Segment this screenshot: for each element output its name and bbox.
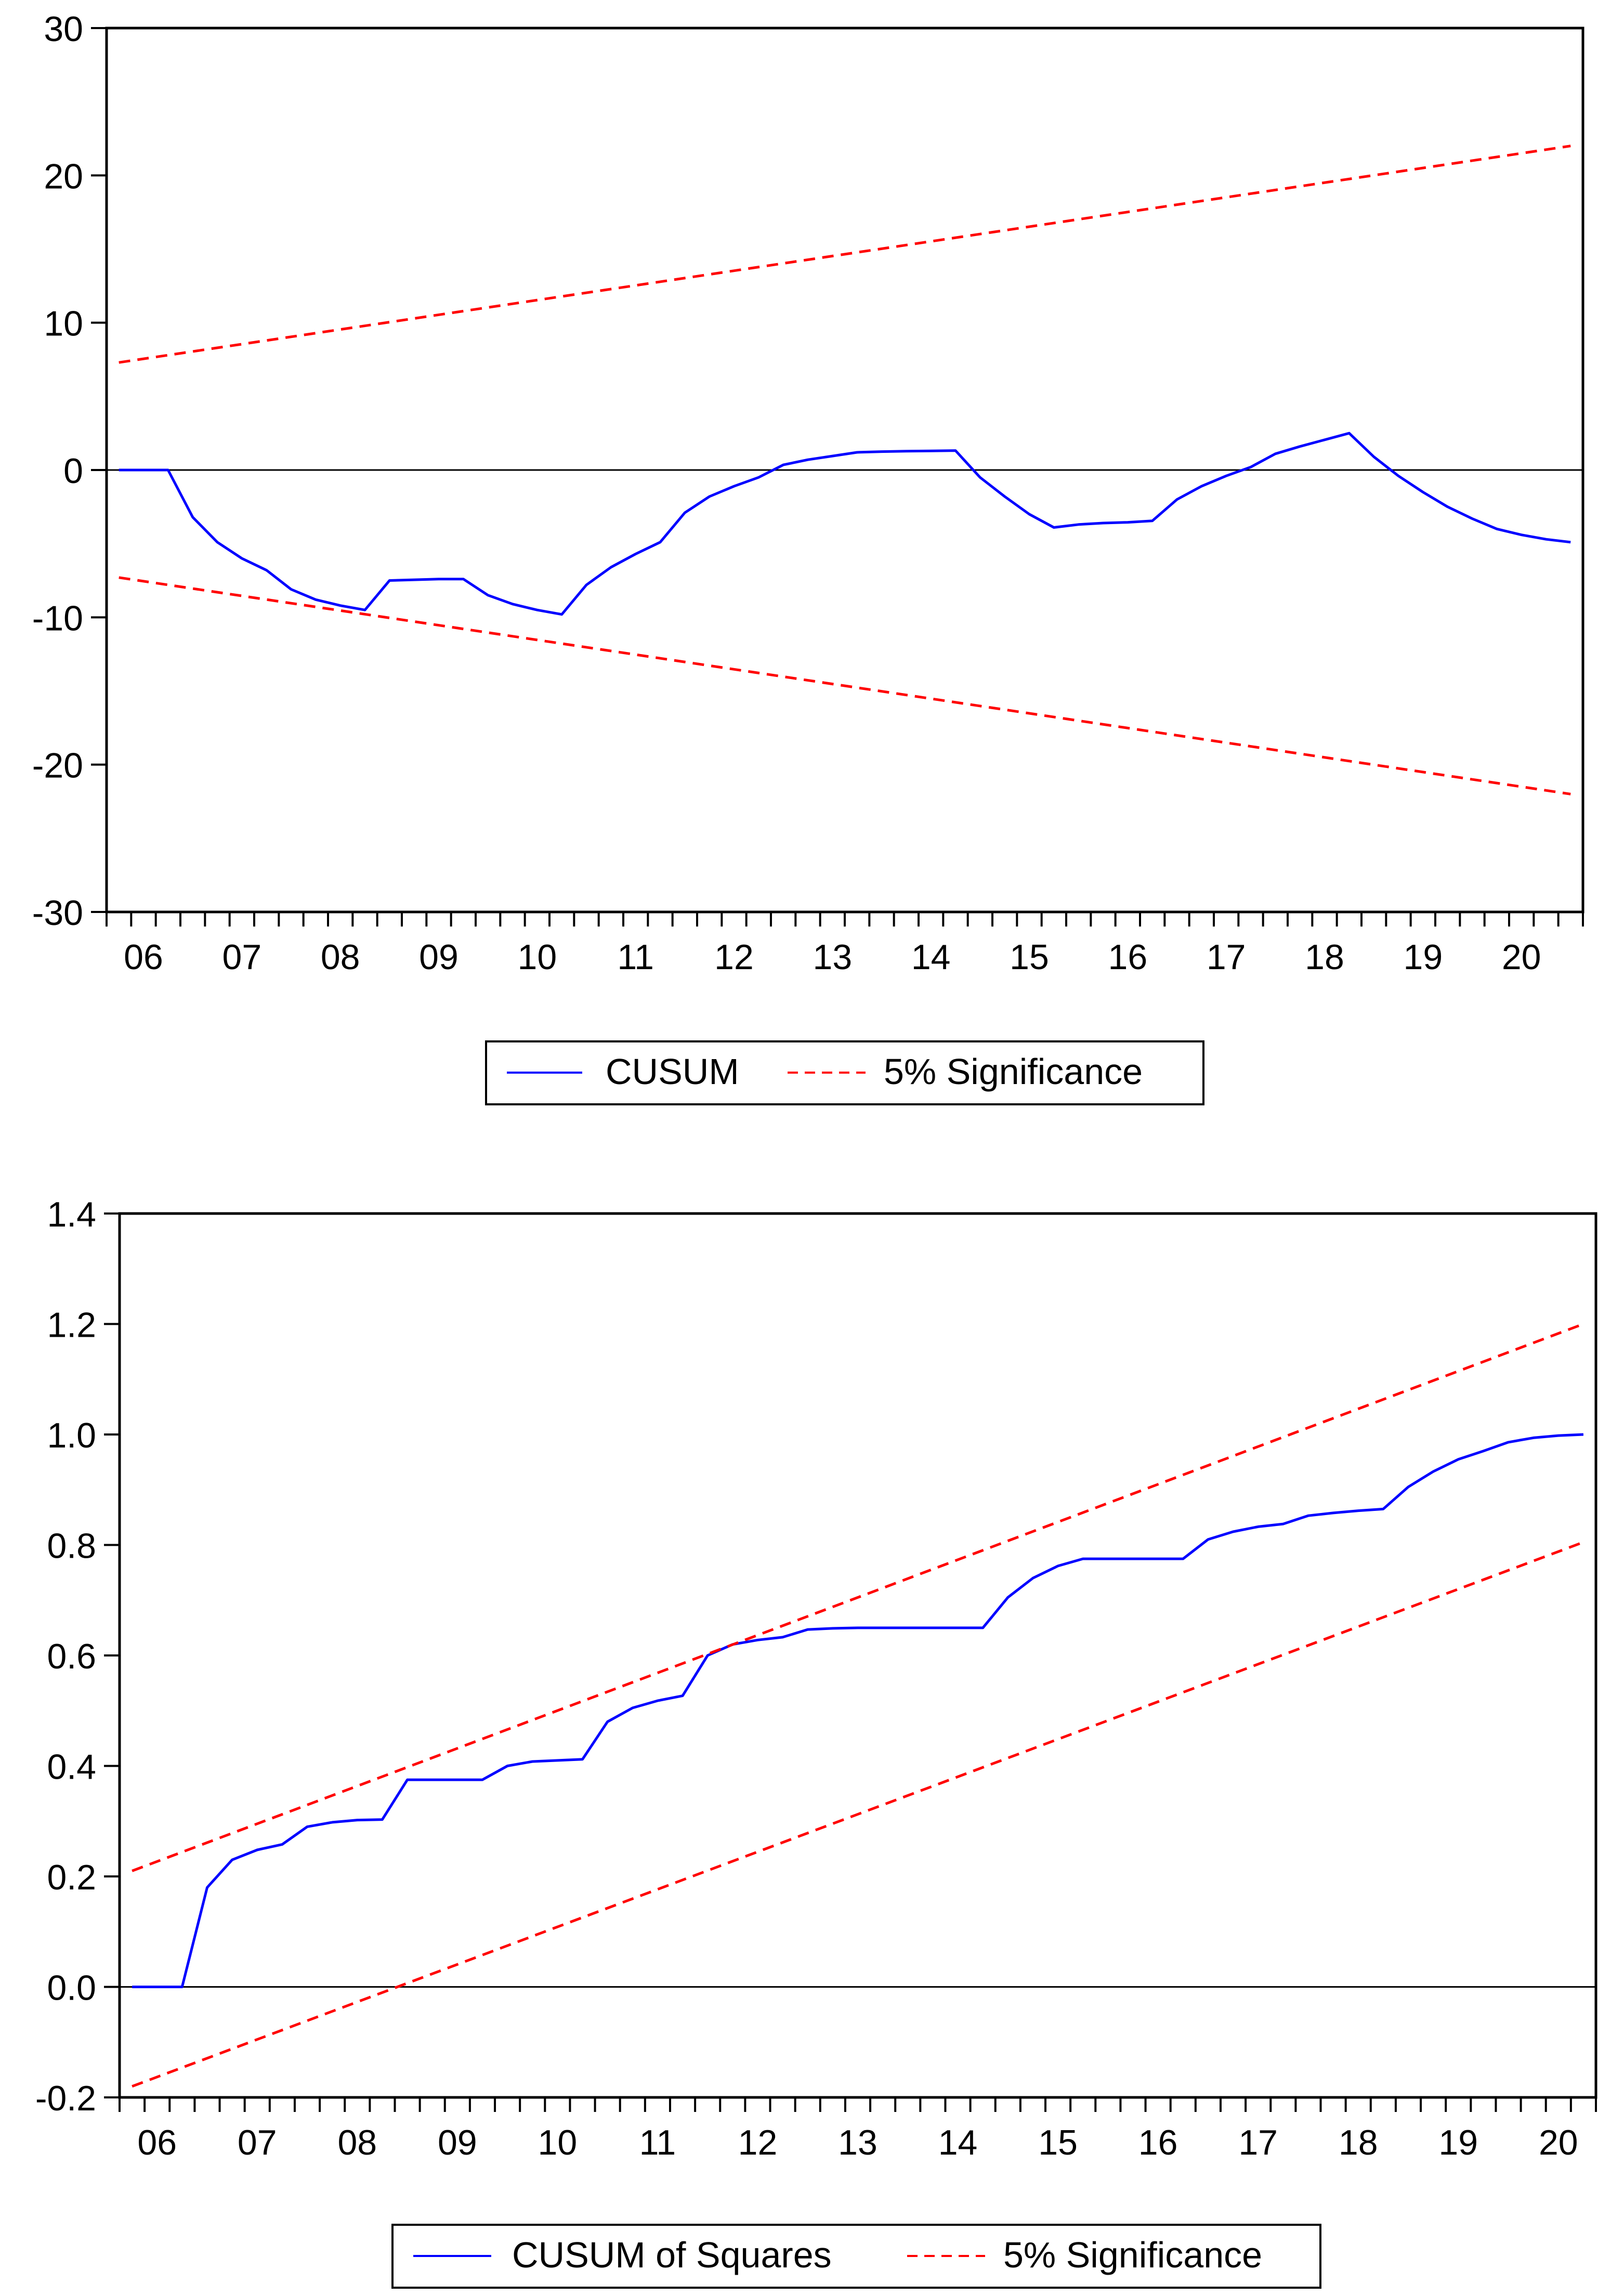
cusum-squares-x-tick-label: 20 [1539,2123,1578,2162]
cusum-series-line [119,432,1571,616]
cusum-x-tick-label: 06 [124,937,163,977]
cusum-squares-legend-sig-label: 5% Significance [1003,2235,1262,2275]
cusum-x-tick-label: 16 [1108,937,1148,977]
cusum-squares-x-tick-label: 07 [238,2123,277,2162]
cusum-legend-label: CUSUM [606,1051,739,1092]
cusum-x-tick-label: 12 [714,937,754,977]
cusum-squares-y-tick-label: 1.0 [47,1416,96,1455]
cusum-y-tick-label: -30 [32,893,83,933]
cusum-y-tick-label: -10 [32,598,83,638]
cusum-x-tick-label: 19 [1404,937,1443,977]
cusum-squares-y-tick-label: 0.4 [47,1747,96,1787]
cusum-y-tick-label: 20 [44,156,83,196]
cusum-squares-x-tick-label: 06 [137,2123,177,2162]
cusum-squares-series-upper-bound [132,1323,1584,1872]
cusum-x-tick-label: 11 [617,937,654,977]
cusum-squares-y-tick-label: 1.4 [47,1195,96,1234]
cusum-series-upper-bound [119,145,1571,364]
cusum-squares-x-tick-label: 15 [1038,2123,1078,2162]
cusum-legend-sig-label: 5% Significance [884,1051,1143,1092]
cusum-y-ticks: 30 20 10 0 -10 -20 -30 [32,9,107,933]
cusum-y-tick-label: -20 [32,746,83,786]
cusum-series-group [119,145,1571,795]
cusum-squares-x-tick-label: 17 [1238,2123,1278,2162]
cusum-squares-series-group [132,1323,1584,2088]
cusum-squares-y-tick-label: 0.8 [47,1527,96,1566]
cusum-squares-x-tick-label: 10 [538,2123,578,2162]
cusum-x-tick-label: 09 [419,937,459,977]
cusum-x-tick-label: 20 [1502,937,1541,977]
cusum-y-tick-label: 30 [44,9,83,49]
cusum-x-tick-label: 08 [321,937,360,977]
cusum-squares-series-line [132,1433,1584,1988]
cusum-x-tick-label: 13 [813,937,853,977]
cusum-squares-x-tick-label: 09 [438,2123,477,2162]
cusum-squares-y-tick-label: 1.2 [47,1306,96,1345]
cusum-squares-legend-box [391,2224,1321,2289]
cusum-squares-x-tick-label: 08 [337,2123,377,2162]
cusum-x-ticks: 06 07 08 09 10 11 12 13 14 15 16 17 18 19 20 [106,912,1584,977]
cusum-squares-x-tick-label: 13 [838,2123,877,2162]
cusum-squares-x-tick-label: 12 [738,2123,778,2162]
cusum-x-tick-label: 14 [911,937,951,977]
cusum-squares-series-lower-bound [132,1541,1584,2088]
cusum-legend: CUSUM 5% Significance [485,1040,1204,1105]
cusum-x-tick-label: 15 [1010,937,1049,977]
cusum-squares-x-tick-label: 18 [1339,2123,1378,2162]
cusum-y-tick-label: 10 [44,304,83,344]
cusum-squares-legend: CUSUM of Squares 5% Significance [391,2224,1321,2289]
cusum-x-tick-label: 17 [1207,937,1246,977]
cusum-squares-x-tick-label: 11 [639,2123,676,2162]
cusum-squares-y-tick-label: 0.2 [47,1858,96,1897]
cusum-series-lower-bound [119,576,1571,795]
cusum-y-tick-label: 0 [63,451,83,491]
cusum-squares-x-ticks: 06 07 08 09 10 11 12 13 14 15 16 17 18 19 20 [119,2097,1597,2162]
cusum-chart: 30 20 10 0 -10 -20 -30 06 07 08 09 10 11 12 13 14 15 16 1… [32,9,1584,1105]
cusum-squares-y-ticks: 1.4 1.2 1.0 0.8 0.6 0.4 0.2 0.0 -0.2 [35,1195,120,2118]
cusum-x-tick-label: 07 [222,937,262,977]
cusum-squares-legend-label: CUSUM of Squares [512,2235,832,2275]
cusum-squares-x-tick-label: 14 [938,2123,978,2162]
cusum-squares-y-tick-label: 0.6 [47,1637,96,1676]
cusum-x-tick-label: 18 [1305,937,1344,977]
cusum-squares-y-tick-label: -0.2 [35,2079,96,2118]
cusum-x-tick-label: 10 [518,937,557,977]
cusum-squares-x-tick-label: 16 [1138,2123,1178,2162]
cusum-squares-x-tick-label: 19 [1438,2123,1478,2162]
cusum-squares-y-tick-label: 0.0 [47,1968,96,2008]
cusum-squares-chart: 1.4 1.2 1.0 0.8 0.6 0.4 0.2 0.0 -0.2 06 07 08 09 10 1… [35,1195,1597,2289]
